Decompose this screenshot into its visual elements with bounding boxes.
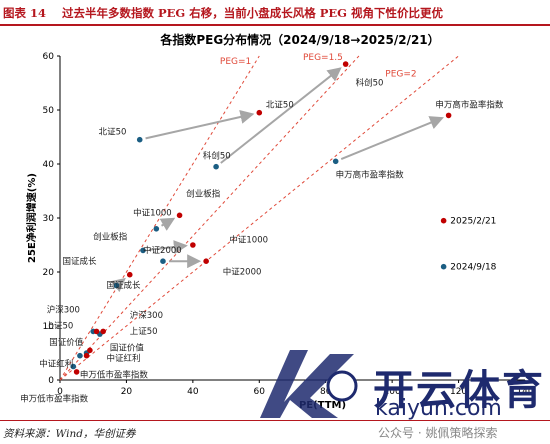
point-2024-9-18 (160, 258, 166, 264)
point-2025-2-21 (73, 369, 80, 375)
point-label: 国证成长 (63, 256, 98, 267)
peg-line-label: PEG=2 (385, 70, 416, 80)
point-label: 中证1000 (229, 234, 268, 245)
point-2025-2-21 (87, 347, 93, 354)
point-label: 创业板指 (186, 188, 221, 199)
point-2024-9-18 (332, 158, 339, 165)
point-2025-2-21 (83, 352, 90, 359)
legend-marker (440, 217, 447, 224)
data-points (70, 61, 452, 375)
y-tick-label: 10 (43, 322, 55, 332)
peg-reference-lines: PEG=1 PEG=1.5 PEG=2 (59, 53, 459, 381)
movement-arrow (110, 277, 126, 293)
x-tick-label: 80 (320, 387, 332, 397)
point-label: 申万高市盈率指数 (336, 170, 405, 181)
movement-arrow (159, 217, 176, 231)
point-label: 北证50 (99, 127, 127, 137)
point-2025-2-21 (342, 61, 349, 67)
movement-arrow (340, 116, 444, 160)
watermark-logo-icon (250, 340, 370, 424)
figure-header: 图表 14 过去半年多数指数 PEG 右移，当前小盘成长风格 PEG 视角下性价… (0, 0, 550, 26)
y-tick-label: 30 (43, 214, 55, 224)
point-2025-2-21 (93, 328, 100, 335)
peg-line (59, 55, 360, 381)
x-tick-label: 140 (516, 387, 533, 397)
peg-line-label: PEG=1.5 (303, 53, 343, 63)
point-2025-2-21 (100, 328, 106, 335)
point-label: 科创50 (203, 151, 231, 162)
peg-line (59, 55, 459, 381)
x-tick-label: 100 (384, 387, 401, 397)
figure-number: 图表 14 (3, 6, 47, 20)
point-2024-9-18 (213, 163, 219, 170)
peg-scatter-chart: 各指数PEG分布情况（2024/9/18→2025/2/21） 25E净利润增速… (20, 32, 534, 411)
point-2025-2-21 (190, 242, 196, 248)
figure-caption: 过去半年多数指数 PEG 右移，当前小盘成长风格 PEG 视角下性价比更优 (62, 6, 443, 20)
point-2025-2-21 (176, 212, 183, 219)
y-tick-label: 60 (43, 52, 55, 62)
point-label: 中证1000 (133, 207, 172, 218)
point-2024-9-18 (70, 363, 77, 370)
point-2024-9-18 (113, 282, 120, 289)
point-2024-9-18 (153, 226, 160, 232)
y-tick-label: 0 (48, 376, 54, 386)
x-tick-label: 120 (450, 387, 467, 397)
y-tick-label: 50 (43, 106, 55, 116)
point-2024-9-18 (77, 352, 83, 359)
point-label: 国证价值 (49, 337, 84, 348)
point-label: 科创50 (356, 78, 384, 89)
movement-arrow (220, 67, 342, 164)
point-label: 申万低市盈率指数 (20, 394, 89, 405)
chart-title: 各指数PEG分布情况（2024/9/18→2025/2/21） (159, 32, 439, 47)
y-axis-label: 25E净利润增速(%) (25, 173, 38, 263)
x-tick-label: 20 (121, 387, 133, 397)
point-2025-2-21 (445, 112, 452, 119)
legend: 2025/2/21 2024/9/18 (440, 217, 497, 273)
point-label: 沪深300 (130, 310, 163, 321)
x-tick-label: 60 (254, 387, 266, 397)
point-2025-2-21 (126, 271, 133, 278)
watermark-account: 公众号 · 姚佩策略探索 (378, 426, 498, 440)
movement-arrow (148, 240, 188, 255)
movement-arrows (110, 67, 444, 293)
point-2025-2-21 (203, 258, 209, 264)
point-2024-9-18 (140, 247, 146, 254)
movement-arrow (145, 110, 255, 140)
legend-marker (440, 263, 447, 270)
point-label: 上证50 (45, 322, 73, 332)
footer-rule (0, 420, 550, 421)
peg-line-label: PEG=1 (220, 57, 251, 67)
point-label: 上证50 (130, 327, 158, 337)
y-tick-label: 20 (43, 268, 55, 278)
legend-label: 2024/9/18 (450, 263, 496, 273)
point-label: 申万低市盈率指数 (80, 369, 149, 380)
point-label: 中证2000 (223, 267, 262, 278)
point-2025-2-21 (256, 109, 263, 116)
watermark-url: kaiyun.com (375, 396, 502, 421)
point-label: 中证红利 (107, 353, 141, 364)
point-label: 创业板指 (93, 232, 128, 243)
point-labels: 北证50北证50科创50科创50申万高市盈率指数申万高市盈率指数创业板指中证10… (20, 78, 504, 405)
point-2024-9-18 (136, 136, 143, 143)
point-label: 国证价值 (110, 342, 145, 353)
x-tick-label: 0 (57, 387, 63, 397)
point-label: 中证红利 (39, 359, 73, 370)
x-tick-label: 40 (187, 387, 199, 397)
point-label: 北证50 (266, 100, 294, 110)
header-rule (0, 24, 550, 26)
point-label: 国证成长 (107, 280, 142, 291)
x-axis-label: PE(TTM) (299, 400, 346, 411)
point-label: 申万高市盈率指数 (435, 99, 504, 110)
y-tick-label: 40 (43, 160, 55, 170)
source-note: 资料来源：Wind，华创证券 (3, 428, 136, 440)
point-label: 中证2000 (143, 245, 182, 256)
watermark-brand: 开云体育 (373, 366, 545, 414)
legend-label: 2025/2/21 (450, 217, 496, 227)
point-label: 沪深300 (47, 305, 80, 316)
